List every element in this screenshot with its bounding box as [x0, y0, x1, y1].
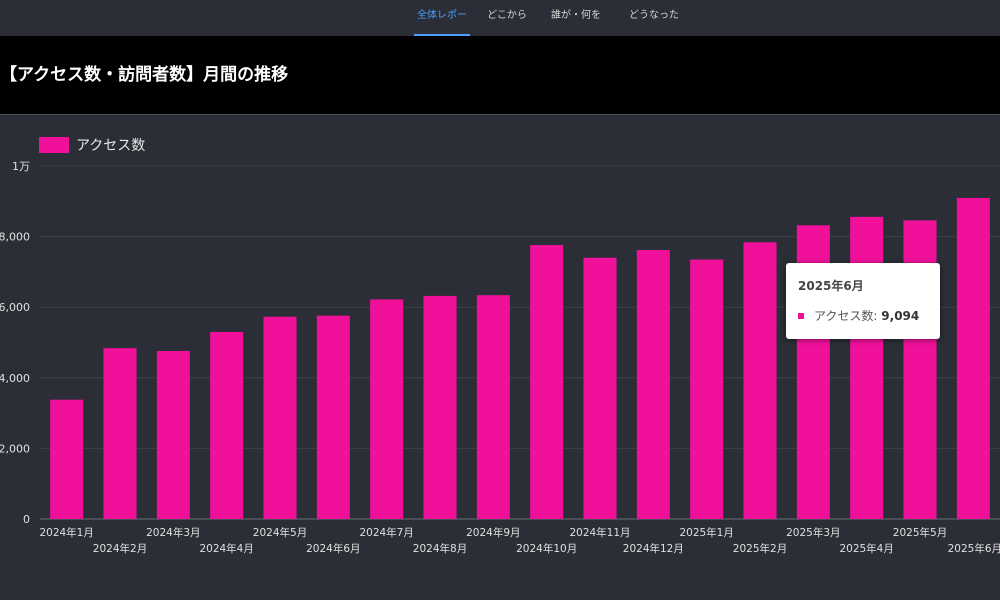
bar[interactable] [636, 250, 670, 519]
bar[interactable] [370, 299, 404, 519]
x-tick-label: 2024年3月 [146, 526, 200, 539]
bar[interactable] [743, 242, 777, 520]
x-tick-label: 2025年4月 [839, 542, 893, 555]
x-tick-label: 2025年1月 [679, 526, 733, 539]
legend-swatch [39, 137, 69, 153]
x-tick-label: 2024年11月 [569, 526, 630, 539]
bar[interactable] [690, 259, 724, 519]
x-tick-label: 2024年4月 [199, 542, 253, 555]
x-tick-label: 2024年6月 [306, 542, 360, 555]
y-tick-label: 0 [23, 513, 30, 526]
x-tick-label: 2024年1月 [39, 526, 93, 539]
top-navigation: 全体レポート どこから 誰が・何を どうなった [0, 0, 1000, 53]
x-tick-label: 2025年2月 [733, 542, 787, 555]
x-tick-label: 2024年7月 [359, 526, 413, 539]
tab-overall-report[interactable]: 全体レポート [414, 0, 470, 53]
tooltip-value: 9,094 [881, 309, 920, 323]
tooltip-series-label: アクセス数: [814, 309, 878, 323]
bar[interactable] [423, 295, 457, 519]
x-tick-label: 2024年10月 [516, 542, 577, 555]
bar[interactable] [103, 348, 137, 519]
x-tick-label: 2024年8月 [413, 542, 467, 555]
bar[interactable] [210, 331, 244, 519]
x-tick-label: 2024年5月 [253, 526, 307, 539]
tooltip-title: 2025年6月 [798, 279, 864, 293]
chart-legend[interactable]: アクセス数 [39, 135, 145, 155]
chart-area: アクセス数 0 2,000 4,000 6,000 8,000 1万 2024年1月 2024… [0, 115, 1000, 600]
x-tick-label: 2025年3月 [786, 526, 840, 539]
bar[interactable] [530, 245, 564, 519]
y-tick-label: 6,000 [0, 301, 30, 314]
title-bar: 【アクセス数・訪問者数】月間の推移 [0, 36, 1000, 115]
tab-where-from[interactable]: どこから [487, 10, 527, 21]
x-tick-label: 2024年2月 [93, 542, 147, 555]
tooltip-series-marker [798, 313, 804, 319]
bar[interactable] [263, 316, 297, 519]
bar[interactable] [956, 197, 990, 519]
x-tick-label: 2024年9月 [466, 526, 520, 539]
x-tick-label: 2025年6月 [948, 542, 1000, 555]
x-tick-label: 2025年5月 [893, 526, 947, 539]
tab-outcome[interactable]: どうなった [629, 10, 679, 21]
page-title: 【アクセス数・訪問者数】月間の推移 [0, 65, 289, 85]
x-tick-label: 2024年12月 [623, 542, 684, 555]
chart-tooltip: 2025年6月 アクセス数: 9,094 [786, 263, 940, 339]
bar[interactable] [583, 257, 617, 519]
tooltip-row: アクセス数: 9,094 [814, 307, 919, 324]
bar[interactable] [50, 399, 84, 519]
y-tick-label: 2,000 [0, 442, 30, 455]
legend-label: アクセス数 [76, 138, 146, 154]
y-tick-label: 1万 [12, 160, 30, 173]
bar[interactable] [156, 350, 190, 519]
tab-who-what[interactable]: 誰が・何を [551, 10, 601, 21]
bar[interactable] [476, 295, 510, 519]
y-tick-label: 8,000 [0, 231, 30, 244]
y-tick-label: 4,000 [0, 372, 30, 385]
bar[interactable] [316, 315, 350, 519]
